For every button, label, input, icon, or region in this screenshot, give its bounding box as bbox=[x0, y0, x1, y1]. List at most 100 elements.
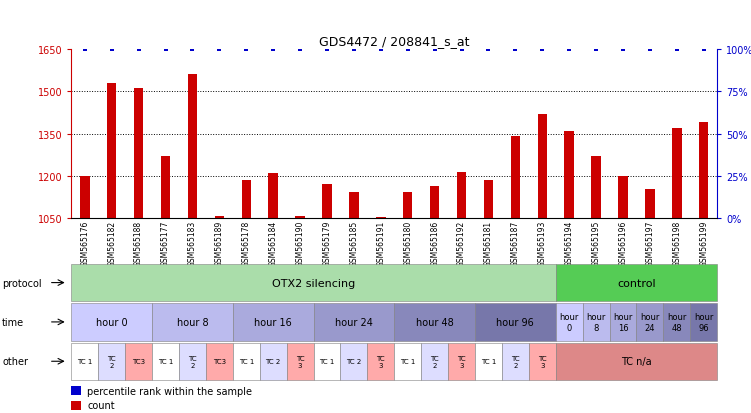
Bar bbox=[511, 137, 520, 219]
Bar bbox=[80, 177, 89, 219]
Text: protocol: protocol bbox=[2, 278, 42, 288]
Bar bbox=[475, 343, 502, 380]
Bar bbox=[71, 386, 81, 395]
Bar bbox=[502, 343, 529, 380]
Bar bbox=[484, 181, 493, 219]
Bar bbox=[340, 343, 367, 380]
Bar bbox=[242, 181, 251, 219]
Point bbox=[348, 46, 360, 53]
Bar bbox=[71, 343, 98, 380]
Bar bbox=[672, 128, 682, 219]
Point bbox=[186, 46, 198, 53]
Bar bbox=[394, 343, 421, 380]
Text: hour 48: hour 48 bbox=[416, 317, 454, 327]
Text: hour 24: hour 24 bbox=[335, 317, 372, 327]
Text: hour 0: hour 0 bbox=[96, 317, 128, 327]
Point bbox=[294, 46, 306, 53]
Bar bbox=[314, 343, 340, 380]
Bar bbox=[403, 192, 412, 219]
Bar bbox=[637, 304, 663, 341]
Bar bbox=[152, 304, 233, 341]
Text: control: control bbox=[617, 278, 656, 288]
Point bbox=[79, 46, 91, 53]
Text: TC 2: TC 2 bbox=[346, 358, 361, 364]
Bar bbox=[188, 75, 198, 219]
Point bbox=[240, 46, 252, 53]
Text: hour 16: hour 16 bbox=[255, 317, 292, 327]
Text: TC
3: TC 3 bbox=[376, 355, 385, 368]
Text: TC
2: TC 2 bbox=[107, 355, 116, 368]
Bar bbox=[71, 264, 556, 301]
Bar bbox=[98, 343, 125, 380]
Point bbox=[321, 46, 333, 53]
Text: hour
16: hour 16 bbox=[614, 313, 632, 332]
Bar bbox=[591, 157, 601, 219]
Bar bbox=[430, 186, 439, 219]
Bar bbox=[448, 343, 475, 380]
Bar bbox=[161, 157, 170, 219]
Text: TC 1: TC 1 bbox=[481, 358, 496, 364]
Bar bbox=[268, 174, 278, 219]
Text: TC 1: TC 1 bbox=[319, 358, 335, 364]
Point bbox=[617, 46, 629, 53]
Text: TC3: TC3 bbox=[213, 358, 226, 364]
Bar bbox=[71, 401, 81, 410]
Text: hour
8: hour 8 bbox=[587, 313, 606, 332]
Text: TC
3: TC 3 bbox=[457, 355, 466, 368]
Bar bbox=[233, 343, 260, 380]
Bar bbox=[475, 304, 556, 341]
Text: other: other bbox=[2, 356, 29, 366]
Text: TC 1: TC 1 bbox=[400, 358, 415, 364]
Point bbox=[375, 46, 387, 53]
Text: hour
24: hour 24 bbox=[641, 313, 659, 332]
Bar bbox=[556, 343, 717, 380]
Text: hour
48: hour 48 bbox=[667, 313, 686, 332]
Bar bbox=[565, 131, 574, 219]
Bar bbox=[610, 304, 636, 341]
Point bbox=[644, 46, 656, 53]
Bar bbox=[295, 216, 305, 219]
Point bbox=[456, 46, 468, 53]
Bar bbox=[645, 189, 655, 219]
Bar bbox=[663, 304, 690, 341]
Point bbox=[159, 46, 171, 53]
Point bbox=[698, 46, 710, 53]
Text: TC 1: TC 1 bbox=[158, 358, 173, 364]
Point bbox=[133, 46, 145, 53]
Bar bbox=[421, 343, 448, 380]
Bar bbox=[260, 343, 287, 380]
Text: TC3: TC3 bbox=[132, 358, 145, 364]
Bar bbox=[125, 343, 152, 380]
Bar bbox=[367, 343, 394, 380]
Text: TC n/a: TC n/a bbox=[621, 356, 652, 366]
Point bbox=[106, 46, 118, 53]
Point bbox=[563, 46, 575, 53]
Bar bbox=[215, 216, 224, 219]
Point bbox=[590, 46, 602, 53]
Text: TC
3: TC 3 bbox=[296, 355, 304, 368]
Bar bbox=[376, 218, 385, 219]
Point bbox=[213, 46, 225, 53]
Bar bbox=[206, 343, 233, 380]
Bar bbox=[134, 89, 143, 219]
Text: OTX2 silencing: OTX2 silencing bbox=[272, 278, 355, 288]
Bar bbox=[618, 177, 628, 219]
Point bbox=[429, 46, 441, 53]
Point bbox=[509, 46, 521, 53]
Text: TC 2: TC 2 bbox=[266, 358, 281, 364]
Bar bbox=[690, 304, 717, 341]
Text: hour
96: hour 96 bbox=[694, 313, 713, 332]
Point bbox=[267, 46, 279, 53]
Text: hour 8: hour 8 bbox=[176, 317, 208, 327]
Text: hour 96: hour 96 bbox=[496, 317, 534, 327]
Text: TC 1: TC 1 bbox=[239, 358, 254, 364]
Point bbox=[671, 46, 683, 53]
Bar bbox=[529, 343, 556, 380]
Text: TC
2: TC 2 bbox=[511, 355, 520, 368]
Point bbox=[402, 46, 414, 53]
Text: percentile rank within the sample: percentile rank within the sample bbox=[87, 386, 252, 396]
Point bbox=[536, 46, 548, 53]
Text: count: count bbox=[87, 400, 115, 410]
Bar bbox=[394, 304, 475, 341]
Bar bbox=[71, 304, 152, 341]
